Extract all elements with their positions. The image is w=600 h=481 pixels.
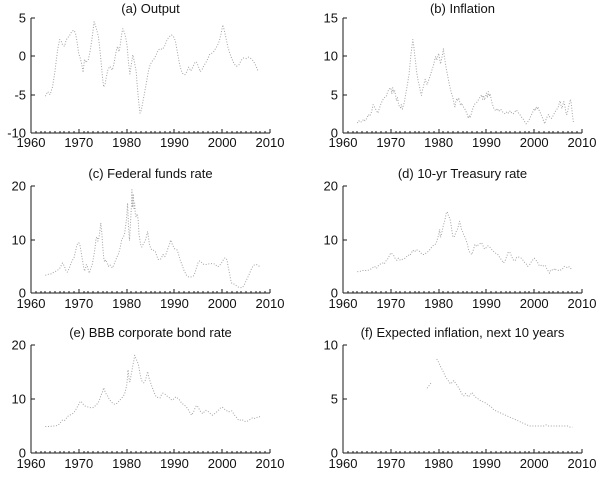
x-tick-label: 1980 [424,135,453,150]
x-tick-label: 1990 [472,456,501,471]
x-tick-label: 1970 [64,456,93,471]
data-line-inflation [356,39,574,125]
x-tick-label: 1980 [112,296,141,311]
x-tick-label: 2010 [568,296,597,311]
y-tick-label: 10 [324,233,338,248]
x-tick-label: 1960 [329,456,358,471]
axes [30,344,271,454]
y-tick-label: 0 [19,446,26,461]
x-tick-label: 1960 [17,296,46,311]
x-tick-label: 1990 [160,135,189,150]
axes [30,17,271,134]
panel-d: 0 10 20 1960 1970 1980 1990 2000 2010 (d) 10-yr T… [324,166,597,311]
data-line-treasury-10yr [357,211,573,274]
x-tick-label: 1990 [160,296,189,311]
x-tick-label: 1990 [472,135,501,150]
data-line-fed-funds-rate [45,189,261,289]
x-tick-label: 1990 [472,296,501,311]
y-tick-label: 10 [12,392,26,407]
y-tick-label: 5 [19,11,26,26]
x-tick-label: 1980 [112,456,141,471]
x-tick-label: 1970 [64,135,93,150]
y-tick-label: 5 [331,88,338,103]
x-tick-label: 2010 [256,296,285,311]
data-line-bbb-bond-rate [45,354,261,427]
x-tick-label: 1980 [424,296,453,311]
x-tick-label: 2000 [520,135,549,150]
x-tick-label: 2000 [208,456,237,471]
y-tick-label: -10 [7,126,26,141]
x-tick-label: 1970 [376,296,405,311]
y-tick-label: 10 [12,233,26,248]
y-tick-label: 20 [12,179,26,194]
x-tick-label: 1980 [112,135,141,150]
panel-c: 0 10 20 1960 1970 1980 1990 2000 2010 (c) Federal… [12,166,285,311]
y-tick-label: 0 [331,446,338,461]
x-tick-label: 2010 [256,135,285,150]
axes [342,17,583,134]
x-tick-label: 1960 [329,296,358,311]
x-tick-label: 2000 [520,296,549,311]
x-tick-label: 2010 [568,456,597,471]
y-tick-label: 0 [19,286,26,301]
x-tick-label: 1960 [329,135,358,150]
x-tick-label: 1970 [376,456,405,471]
x-tick-label: 2000 [208,296,237,311]
y-tick-label: 0 [331,126,338,141]
x-tick-label: 1980 [424,456,453,471]
x-tick-label: 1970 [376,135,405,150]
data-line-output-gap [44,21,259,114]
axes [30,185,271,294]
x-tick-label: 1960 [17,135,46,150]
x-tick-label: 2000 [208,135,237,150]
y-tick-label: 10 [324,49,338,64]
panel-a: -10 -5 0 5 1960 1970 1980 1990 2000 2010 (a) Outpu… [7,1,284,150]
panel-f: 0 5 10 1960 1970 1980 1990 2000 2010 (f) Expected… [324,325,597,471]
y-tick-label: 0 [331,286,338,301]
panel-title: (e) BBB corporate bond rate [69,325,232,340]
y-tick-label: 0 [19,49,26,64]
y-tick-label: 20 [324,179,338,194]
panel-b: 0 5 10 15 1960 1970 1980 1990 2000 2010 (b) Inflat… [324,1,597,150]
panel-title: (d) 10-yr Treasury rate [398,166,527,181]
y-tick-label: -5 [14,88,26,103]
data-line-expected-inflation-10yr [426,381,433,389]
x-tick-label: 2010 [256,456,285,471]
panel-title: (c) Federal funds rate [88,166,212,181]
y-tick-label: 15 [324,11,338,26]
panel-title: (b) Inflation [430,1,495,16]
data-line-expected-inflation-10yr [436,358,573,428]
panel-e: 0 10 20 1960 1970 1980 1990 2000 2010 (e) BBB cor… [12,325,285,471]
x-tick-label: 1960 [17,456,46,471]
x-tick-label: 1990 [160,456,189,471]
x-tick-label: 2000 [520,456,549,471]
panel-title: (a) Output [121,1,180,16]
y-tick-label: 10 [324,338,338,353]
y-tick-label: 20 [12,338,26,353]
panel-title: (f) Expected inflation, next 10 years [361,325,565,340]
axes [342,185,583,294]
x-tick-label: 1970 [64,296,93,311]
axes [342,344,583,454]
y-tick-label: 5 [331,392,338,407]
x-tick-label: 2010 [568,135,597,150]
